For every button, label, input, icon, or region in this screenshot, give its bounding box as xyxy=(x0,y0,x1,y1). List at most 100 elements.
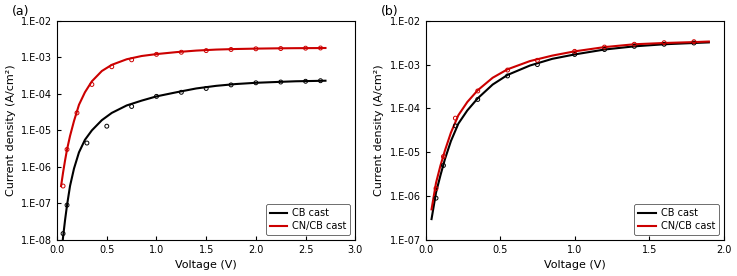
Point xyxy=(81,141,93,145)
CB cast xyxy=(570,53,579,56)
CN/CB cast xyxy=(690,41,699,44)
CB cast xyxy=(503,73,512,76)
CN/CB cast xyxy=(271,47,280,50)
CN/CB cast xyxy=(548,54,556,57)
Point xyxy=(569,52,581,57)
CB cast xyxy=(630,45,639,48)
Point xyxy=(658,42,670,46)
CB cast xyxy=(311,79,320,83)
Point xyxy=(175,50,187,54)
CB cast xyxy=(66,184,74,188)
CN/CB cast xyxy=(122,58,131,61)
Point xyxy=(450,124,461,128)
Point xyxy=(225,83,237,87)
CB cast xyxy=(690,41,699,45)
CN/CB cast xyxy=(454,113,463,117)
Point xyxy=(225,47,237,52)
CN/CB cast xyxy=(441,149,450,152)
Point xyxy=(150,52,162,57)
CN/CB cast xyxy=(463,100,472,104)
CB cast xyxy=(548,57,556,60)
CN/CB cast xyxy=(432,181,441,185)
X-axis label: Voltage (V): Voltage (V) xyxy=(544,261,606,270)
Point xyxy=(101,124,113,128)
Point xyxy=(531,58,543,62)
Point xyxy=(150,94,162,99)
Line: CN/CB cast: CN/CB cast xyxy=(61,48,326,186)
CB cast xyxy=(432,191,441,194)
CB cast xyxy=(488,83,497,86)
CB cast xyxy=(436,174,445,177)
Point xyxy=(629,42,640,46)
CN/CB cast xyxy=(212,48,220,51)
Point xyxy=(315,46,326,50)
Point xyxy=(106,65,118,69)
CN/CB cast xyxy=(311,46,320,50)
Point xyxy=(450,116,461,120)
CB cast xyxy=(122,104,131,107)
CB cast xyxy=(152,95,161,98)
CB cast xyxy=(172,91,181,94)
Point xyxy=(250,81,262,85)
CB cast xyxy=(192,87,200,90)
CN/CB cast xyxy=(570,50,579,53)
Point xyxy=(629,44,640,49)
Point xyxy=(300,79,312,83)
CB cast xyxy=(321,79,330,82)
Y-axis label: Current density (A/cm²): Current density (A/cm²) xyxy=(374,65,384,196)
CN/CB cast xyxy=(600,46,609,49)
CN/CB cast xyxy=(488,76,497,79)
CN/CB cast xyxy=(137,54,146,58)
Line: CB cast: CB cast xyxy=(432,43,709,219)
Point xyxy=(688,41,700,45)
Point xyxy=(598,47,610,52)
Point xyxy=(438,163,450,168)
CB cast xyxy=(231,82,240,86)
Point xyxy=(598,45,610,49)
CN/CB cast xyxy=(152,52,161,56)
CN/CB cast xyxy=(69,119,78,123)
CB cast xyxy=(291,79,300,83)
Point xyxy=(71,111,83,115)
CN/CB cast xyxy=(59,171,68,174)
CN/CB cast xyxy=(447,131,455,134)
Text: (b): (b) xyxy=(381,6,399,18)
CN/CB cast xyxy=(192,49,200,52)
Line: CB cast: CB cast xyxy=(61,81,326,257)
CB cast xyxy=(57,255,66,258)
Legend: CB cast, CN/CB cast: CB cast, CN/CB cast xyxy=(266,205,350,235)
CB cast xyxy=(427,217,436,221)
CN/CB cast xyxy=(436,164,445,167)
Point xyxy=(275,46,287,51)
CB cast xyxy=(88,129,97,132)
Point xyxy=(250,47,262,51)
CB cast xyxy=(525,64,534,67)
Point xyxy=(86,82,98,87)
X-axis label: Voltage (V): Voltage (V) xyxy=(175,261,237,270)
Point xyxy=(658,41,670,45)
CN/CB cast xyxy=(80,91,89,94)
Text: (a): (a) xyxy=(13,6,30,18)
Legend: CB cast, CN/CB cast: CB cast, CN/CB cast xyxy=(635,205,719,235)
Point xyxy=(438,154,450,159)
CN/CB cast xyxy=(231,47,240,51)
CB cast xyxy=(660,43,668,46)
Point xyxy=(472,89,483,93)
Point xyxy=(61,147,73,152)
CN/CB cast xyxy=(660,41,668,45)
CN/CB cast xyxy=(60,159,69,162)
CB cast xyxy=(600,48,609,51)
CB cast xyxy=(59,235,68,239)
Point xyxy=(315,78,326,83)
Point xyxy=(472,97,483,102)
CB cast xyxy=(473,97,482,100)
CN/CB cast xyxy=(630,43,639,46)
Point xyxy=(175,90,187,94)
CN/CB cast xyxy=(503,68,512,71)
CB cast xyxy=(108,111,116,115)
CB cast xyxy=(80,138,89,142)
Point xyxy=(430,186,442,191)
Point xyxy=(531,62,543,67)
CB cast xyxy=(251,81,260,84)
CB cast xyxy=(454,122,463,125)
